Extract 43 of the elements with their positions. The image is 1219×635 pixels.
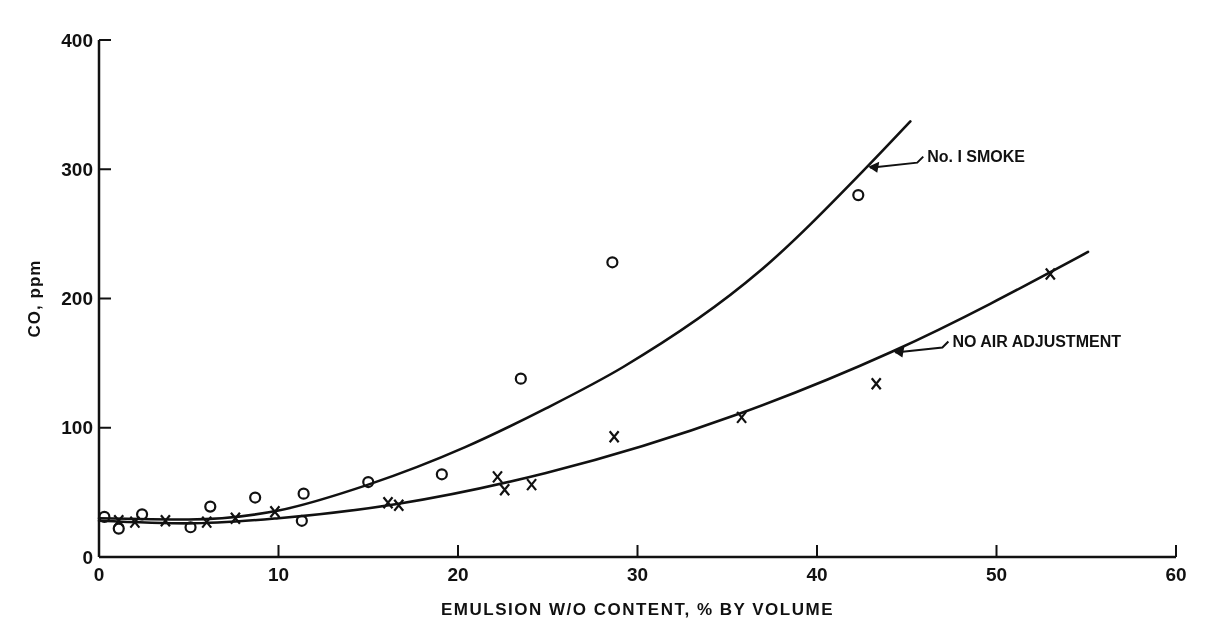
point bbox=[608, 430, 620, 444]
point bbox=[201, 515, 213, 529]
x-tick-label: 60 bbox=[1165, 564, 1187, 585]
point bbox=[269, 505, 281, 519]
point bbox=[514, 372, 527, 385]
annotation: No. I SMOKE bbox=[927, 148, 1026, 166]
point bbox=[98, 510, 111, 524]
x-axis-title: EMULSION W/O CONTENT, % BY VOLUME bbox=[441, 600, 834, 619]
x-tick-label: 20 bbox=[447, 564, 469, 585]
x-tick-label: 50 bbox=[985, 564, 1008, 585]
point bbox=[295, 514, 308, 527]
point bbox=[1044, 267, 1056, 281]
point bbox=[736, 410, 748, 425]
point bbox=[606, 256, 619, 269]
point bbox=[499, 483, 511, 497]
point bbox=[159, 514, 172, 528]
point bbox=[491, 470, 504, 484]
point bbox=[393, 498, 405, 512]
x-tick-label: 30 bbox=[626, 564, 649, 585]
point bbox=[135, 508, 149, 521]
y-tick-label: 300 bbox=[61, 158, 93, 180]
point bbox=[362, 475, 375, 489]
y-tick-label: 200 bbox=[61, 288, 93, 310]
point bbox=[112, 522, 125, 535]
y-axis-title: CO, ppm bbox=[25, 259, 44, 338]
point bbox=[526, 478, 538, 492]
y-tick-label: 0 bbox=[82, 546, 93, 568]
point bbox=[204, 500, 217, 513]
x-tick-label: 40 bbox=[806, 564, 828, 585]
point bbox=[852, 189, 865, 202]
point bbox=[129, 515, 141, 529]
point bbox=[870, 377, 882, 391]
y-tick-label: 400 bbox=[61, 29, 93, 51]
point bbox=[113, 514, 125, 528]
point bbox=[229, 511, 242, 525]
point bbox=[184, 521, 197, 534]
point bbox=[435, 468, 448, 481]
point bbox=[249, 491, 262, 504]
annotation: NO AIR ADJUSTMENT bbox=[952, 333, 1122, 351]
point bbox=[297, 487, 310, 500]
x-tick-label: 10 bbox=[267, 564, 290, 585]
y-tick-label: 100 bbox=[61, 417, 93, 439]
point bbox=[382, 496, 394, 510]
